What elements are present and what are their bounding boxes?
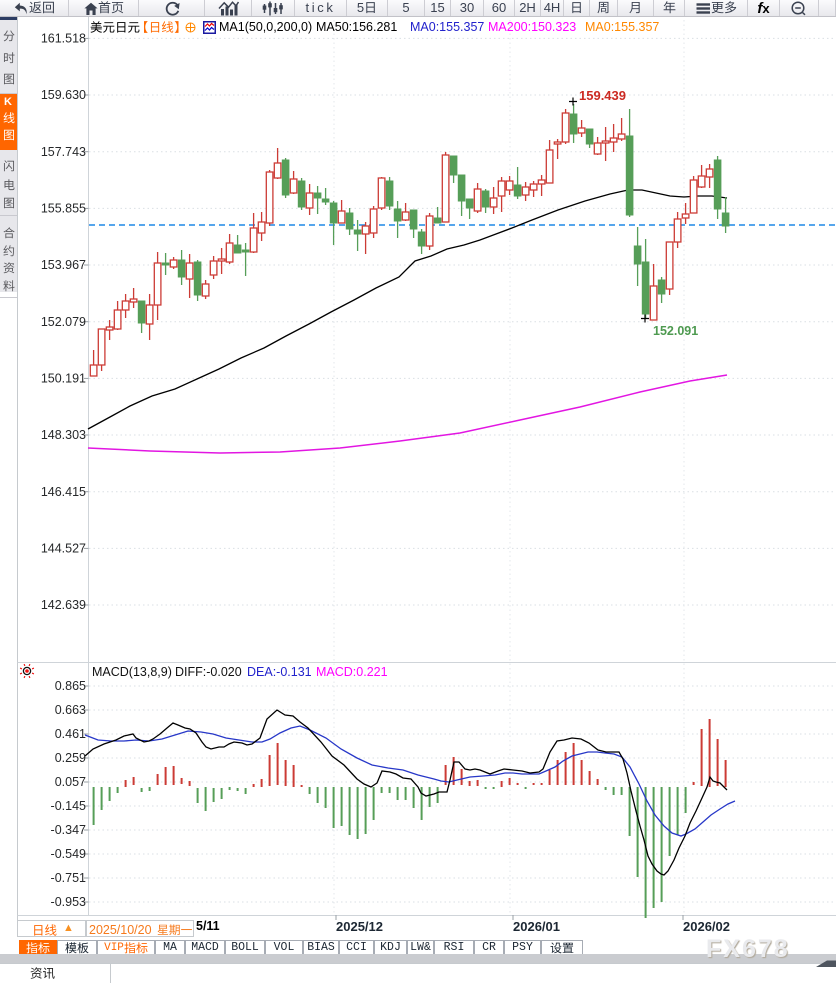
svg-text:152.091: 152.091 (653, 324, 698, 338)
svg-text:148.303: 148.303 (41, 428, 86, 442)
svg-text:-0.953: -0.953 (51, 895, 86, 909)
svg-text:146.415: 146.415 (41, 485, 86, 499)
svg-text:155.855: 155.855 (41, 202, 86, 216)
svg-text:-0.751: -0.751 (51, 871, 86, 885)
svg-text:150.191: 150.191 (41, 372, 86, 386)
svg-text:0.663: 0.663 (55, 703, 86, 717)
svg-text:-0.145: -0.145 (51, 799, 86, 813)
svg-text:144.527: 144.527 (41, 542, 86, 556)
svg-text:152.079: 152.079 (41, 315, 86, 329)
svg-text:-0.347: -0.347 (51, 823, 86, 837)
svg-text:142.639: 142.639 (41, 598, 86, 612)
svg-text:159.630: 159.630 (41, 88, 86, 102)
svg-text:153.967: 153.967 (41, 258, 86, 272)
svg-text:157.743: 157.743 (41, 145, 86, 159)
svg-text:161.518: 161.518 (41, 32, 86, 46)
svg-text:159.439: 159.439 (579, 88, 626, 103)
svg-text:0.057: 0.057 (55, 775, 86, 789)
svg-text:0.259: 0.259 (55, 751, 86, 765)
svg-text:0.461: 0.461 (55, 727, 86, 741)
svg-text:0.865: 0.865 (55, 679, 86, 693)
svg-text:-0.549: -0.549 (51, 847, 86, 861)
